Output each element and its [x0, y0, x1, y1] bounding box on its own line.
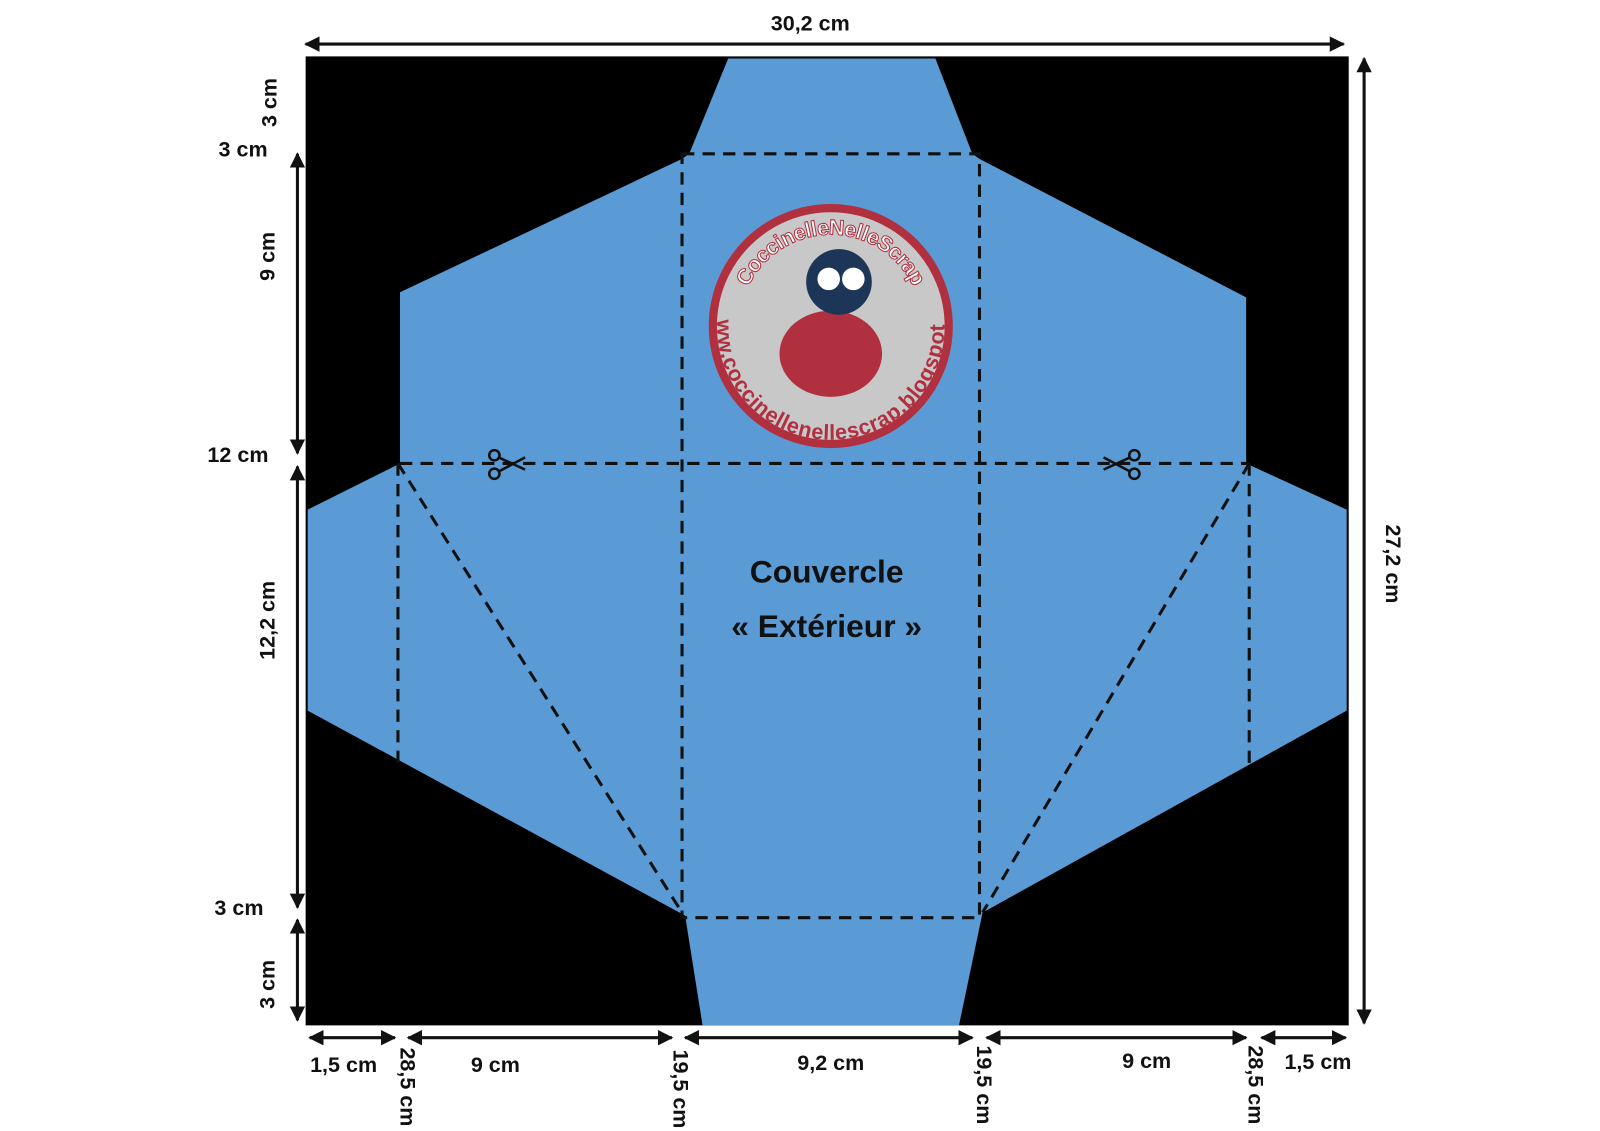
- dimension-label: 9 cm: [1122, 1049, 1171, 1073]
- dimension-label: 19,5 cm: [972, 1045, 996, 1124]
- dimension-label: 3 cm: [214, 896, 263, 920]
- dimension-label: 12,2 cm: [255, 581, 279, 660]
- dimension-label: 30,2 cm: [771, 11, 850, 35]
- dimension-label: 19,5 cm: [668, 1049, 692, 1128]
- dimension-label: 1,5 cm: [1284, 1050, 1351, 1074]
- dimension-label: 1,5 cm: [310, 1053, 377, 1077]
- dimension-label: 28,5 cm: [1244, 1045, 1268, 1124]
- dimension-label: 12 cm: [207, 443, 268, 467]
- dimension-label: 9 cm: [255, 232, 279, 281]
- dimension-label: 28,5 cm: [395, 1047, 419, 1126]
- dimension-label: 3 cm: [255, 960, 279, 1009]
- dimension-label: 27,2 cm: [1381, 524, 1405, 603]
- dimension-label: 3 cm: [219, 137, 268, 161]
- fold-lines: [396, 152, 1251, 920]
- scissors: [487, 448, 1141, 481]
- box-template: [307, 58, 1347, 1026]
- dimension-label: 3 cm: [257, 78, 281, 127]
- dimension-label: 9 cm: [471, 1053, 520, 1077]
- title-line: Couvercle: [750, 554, 904, 590]
- title-line: « Extérieur »: [731, 608, 922, 644]
- dimension-label: 9,2 cm: [797, 1051, 864, 1075]
- dimension-lines: [289, 36, 1372, 1046]
